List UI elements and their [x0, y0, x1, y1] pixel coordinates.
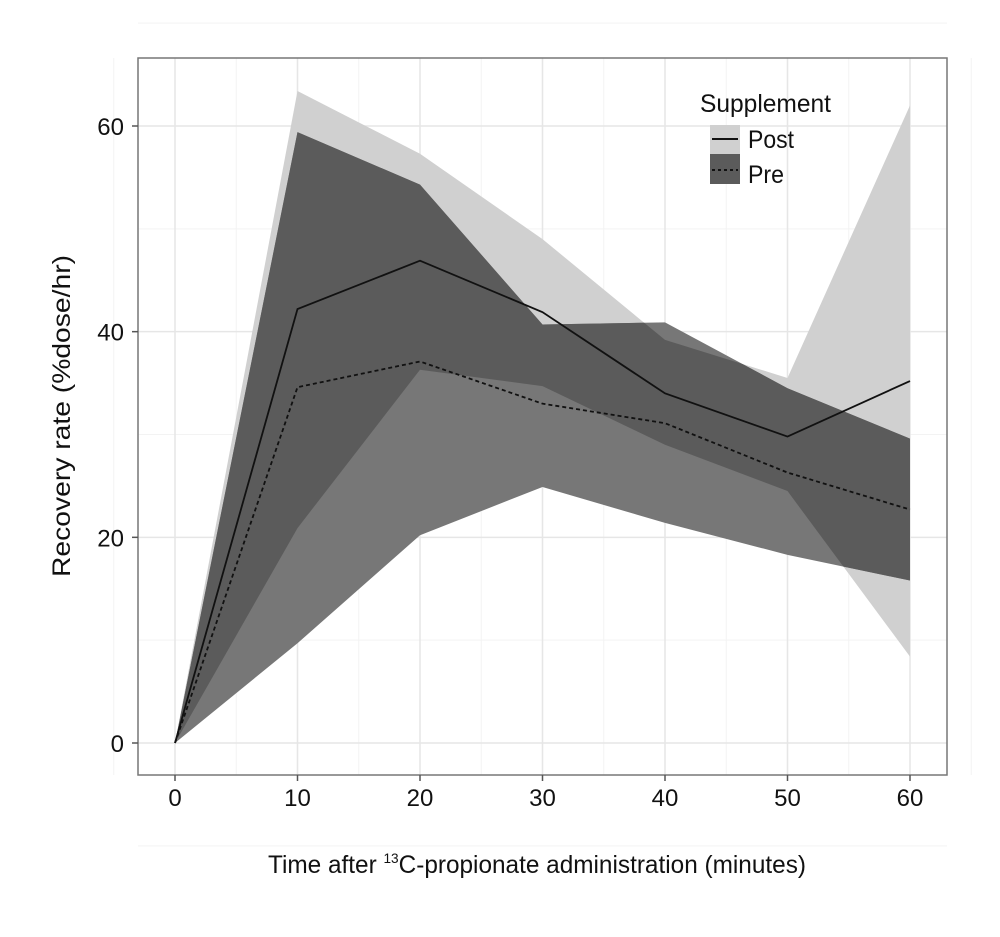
x-axis-label-prefix: Time after [268, 851, 383, 879]
x-axis-label: Time after 13C-propionate administration… [268, 850, 806, 879]
legend-title: Supplement [700, 90, 831, 118]
lines [174, 259, 911, 744]
x-tick-label: 40 [652, 785, 679, 812]
band-overlap [175, 132, 910, 743]
y-tick-label: 20 [97, 525, 124, 552]
x-tick-label: 10 [284, 785, 311, 812]
legend: Supplement Post Pre [700, 90, 831, 189]
x-tick-label: 0 [168, 785, 181, 812]
legend-item-post: Post [710, 125, 794, 154]
x-tick-label: 20 [407, 785, 434, 812]
x-axis-label-suffix: C-propionate administration (minutes) [399, 851, 806, 879]
legend-item-pre: Pre [710, 154, 784, 189]
x-tick-label: 30 [529, 785, 556, 812]
y-axis-label: Recovery rate (%dose/hr) [48, 255, 76, 577]
y-tick-label: 60 [97, 114, 124, 141]
axis-ticks: 0 10 20 30 40 50 60 0 20 40 60 [97, 114, 923, 812]
legend-label-pre: Pre [748, 161, 784, 189]
line-post [174, 259, 911, 744]
x-tick-label: 60 [897, 785, 924, 812]
y-tick-label: 0 [111, 731, 124, 758]
legend-label-post: Post [748, 126, 794, 154]
line-pre [174, 360, 911, 744]
y-tick-label: 40 [97, 320, 124, 347]
x-tick-label: 50 [774, 785, 801, 812]
x-axis-label-superscript: 13 [383, 850, 398, 866]
